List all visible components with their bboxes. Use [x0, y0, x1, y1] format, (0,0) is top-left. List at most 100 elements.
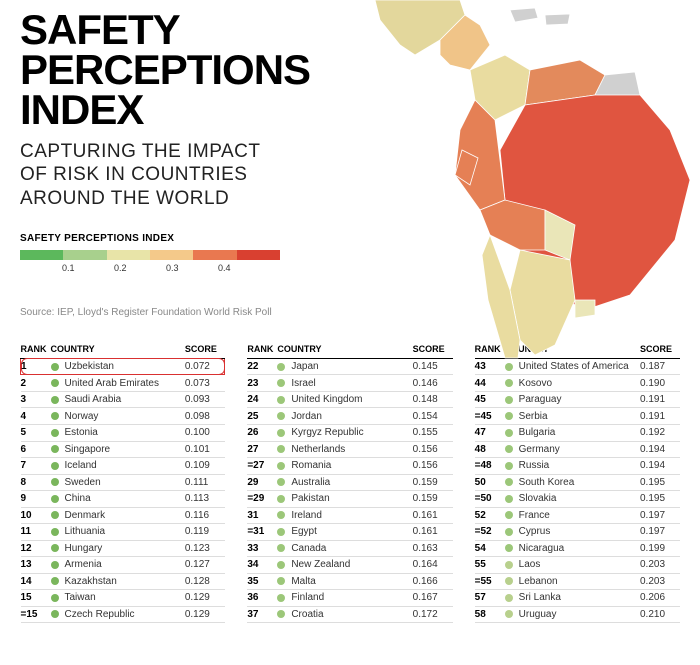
cell-rank: 52 — [475, 507, 505, 524]
legend-tick: 0.2 — [114, 263, 166, 273]
cell-country: Iceland — [51, 458, 185, 475]
country-label: Netherlands — [291, 444, 345, 455]
cell-country: Kyrgyz Republic — [277, 424, 412, 441]
country-label: France — [519, 510, 550, 521]
cell-score: 0.127 — [185, 557, 225, 574]
country-label: Paraguay — [519, 394, 562, 405]
cell-rank: =15 — [21, 606, 51, 623]
cell-score: 0.154 — [413, 408, 453, 425]
cell-country: Romania — [277, 458, 412, 475]
country-label: Uzbekistan — [65, 361, 114, 372]
cell-country: United States of America — [505, 358, 640, 375]
cell-score: 0.166 — [413, 573, 453, 590]
country-label: Sri Lanka — [519, 592, 561, 603]
cell-score: 0.109 — [185, 458, 225, 475]
cell-score: 0.100 — [185, 424, 225, 441]
cell-country: Uzbekistan — [51, 358, 185, 375]
score-dot-icon — [505, 495, 513, 503]
legend-swatch — [237, 250, 280, 260]
score-dot-icon — [277, 462, 285, 470]
cell-country: Laos — [505, 557, 640, 574]
score-dot-icon — [505, 577, 513, 585]
cell-rank: =48 — [475, 458, 505, 475]
score-dot-icon — [51, 429, 59, 437]
country-label: Sweden — [65, 477, 101, 488]
cell-score: 0.145 — [413, 358, 453, 375]
country-label: Hungary — [65, 543, 103, 554]
cell-rank: 15 — [21, 590, 51, 607]
table-row: =27Romania0.156 — [247, 458, 452, 475]
cell-score: 0.187 — [640, 358, 680, 375]
cell-rank: 29 — [247, 474, 277, 491]
table-row: 54Nicaragua0.199 — [475, 540, 680, 557]
table-row: =50Slovakia0.195 — [475, 491, 680, 508]
score-dot-icon — [51, 445, 59, 453]
country-label: Ireland — [291, 510, 322, 521]
ranking-table: RANKCOUNTRYSCORE22Japan0.14523Israel0.14… — [247, 344, 452, 623]
cell-rank: 34 — [247, 557, 277, 574]
country-label: Croatia — [291, 609, 323, 620]
score-dot-icon — [51, 462, 59, 470]
cell-score: 0.210 — [640, 606, 680, 623]
table-row: 31Ireland0.161 — [247, 507, 452, 524]
table-row: 58Uruguay0.210 — [475, 606, 680, 623]
score-dot-icon — [505, 478, 513, 486]
cell-country: China — [51, 491, 185, 508]
country-label: Laos — [519, 559, 541, 570]
cell-country: Ireland — [277, 507, 412, 524]
score-dot-icon — [277, 478, 285, 486]
table-row: =55Lebanon0.203 — [475, 573, 680, 590]
cell-score: 0.129 — [185, 606, 225, 623]
cell-rank: 45 — [475, 391, 505, 408]
cell-rank: 12 — [21, 540, 51, 557]
cell-score: 0.197 — [640, 524, 680, 541]
score-dot-icon — [505, 445, 513, 453]
cell-country: Sweden — [51, 474, 185, 491]
score-dot-icon — [505, 544, 513, 552]
score-dot-icon — [51, 412, 59, 420]
country-label: Nicaragua — [519, 543, 565, 554]
table-column: RANKCOUNTRYSCORE22Japan0.14523Israel0.14… — [247, 344, 452, 623]
cell-rank: 10 — [21, 507, 51, 524]
cell-rank: 7 — [21, 458, 51, 475]
table-row: 6Singapore0.101 — [21, 441, 225, 458]
country-label: Kosovo — [519, 378, 552, 389]
legend-swatch — [150, 250, 193, 260]
map-caribbean — [545, 14, 570, 25]
score-dot-icon — [277, 577, 285, 585]
table-row: 14Kazakhstan0.128 — [21, 573, 225, 590]
cell-country: Sri Lanka — [505, 590, 640, 607]
table-row: 7Iceland0.109 — [21, 458, 225, 475]
country-label: Saudi Arabia — [65, 394, 122, 405]
table-row: 57Sri Lanka0.206 — [475, 590, 680, 607]
country-label: Egypt — [291, 526, 317, 537]
cell-score: 0.111 — [185, 474, 225, 491]
cell-score: 0.167 — [413, 590, 453, 607]
country-label: Slovakia — [519, 493, 557, 504]
cell-score: 0.161 — [413, 524, 453, 541]
country-label: Cyprus — [519, 526, 551, 537]
country-label: China — [65, 493, 91, 504]
country-label: United States of America — [519, 361, 629, 372]
table-row: 36Finland0.167 — [247, 590, 452, 607]
cell-rank: 2 — [21, 375, 51, 392]
legend-tick: 0.4 — [218, 263, 270, 273]
score-dot-icon — [51, 561, 59, 569]
cell-country: Germany — [505, 441, 640, 458]
score-dot-icon — [51, 478, 59, 486]
country-label: South Korea — [519, 477, 575, 488]
score-dot-icon — [51, 594, 59, 602]
table-row: 34New Zealand0.164 — [247, 557, 452, 574]
score-dot-icon — [51, 528, 59, 536]
score-dot-icon — [505, 363, 513, 371]
cell-rank: 47 — [475, 424, 505, 441]
table-row: 43United States of America0.187 — [475, 358, 680, 375]
cell-country: Kosovo — [505, 375, 640, 392]
cell-rank: 37 — [247, 606, 277, 623]
cell-rank: 14 — [21, 573, 51, 590]
score-dot-icon — [505, 462, 513, 470]
country-label: United Kingdom — [291, 394, 362, 405]
table-row: 9China0.113 — [21, 491, 225, 508]
cell-country: Nicaragua — [505, 540, 640, 557]
table-row: 13Armenia0.127 — [21, 557, 225, 574]
